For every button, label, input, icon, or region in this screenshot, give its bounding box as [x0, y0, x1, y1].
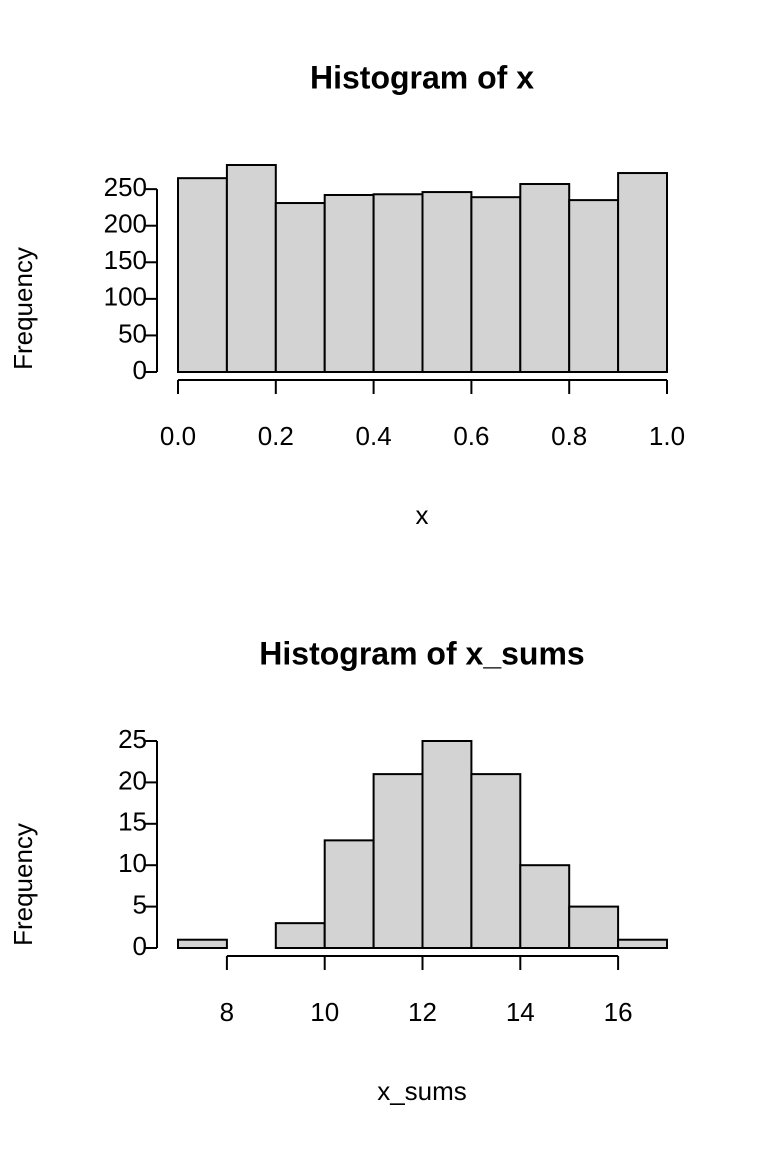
x-tick-label: 0.2	[258, 421, 294, 451]
bar	[617, 172, 668, 373]
bar	[274, 202, 326, 373]
bar	[372, 193, 424, 373]
y-tick-label: 150	[104, 245, 147, 275]
y-tick-label: 0	[133, 355, 147, 385]
bar	[470, 196, 522, 373]
bar	[421, 740, 473, 949]
bar	[323, 839, 375, 949]
bar	[177, 938, 228, 949]
y-tick-label: 250	[104, 172, 147, 202]
x-tick-label: 0.6	[453, 421, 489, 451]
y-tick-label: 15	[118, 807, 147, 837]
bar	[177, 177, 228, 373]
y-tick-label: 0	[133, 931, 147, 961]
x-tick-label: 0.4	[356, 421, 392, 451]
x-tick-label: 12	[408, 997, 437, 1027]
bar	[519, 864, 571, 950]
bar	[372, 773, 424, 949]
y-tick-label: 25	[118, 724, 147, 754]
bar	[519, 183, 571, 373]
bar	[421, 191, 473, 373]
chart-title: Histogram of x	[310, 59, 534, 95]
bar	[274, 922, 326, 949]
y-axis-label: Frequency	[8, 247, 38, 370]
bar	[470, 773, 522, 949]
x-tick-label: 0.8	[551, 421, 587, 451]
chart-title: Histogram of x_sums	[259, 635, 584, 671]
y-tick-label: 20	[118, 765, 147, 795]
bar	[323, 193, 375, 373]
x-tick-label: 8	[220, 997, 234, 1027]
x-tick-label: 0.0	[160, 421, 196, 451]
y-tick-label: 100	[104, 282, 147, 312]
bar	[617, 938, 668, 949]
bar	[225, 164, 277, 373]
y-tick-label: 5	[133, 889, 147, 919]
y-axis-label: Frequency	[8, 823, 38, 946]
x-tick-label: 10	[310, 997, 339, 1027]
bar	[568, 199, 620, 373]
y-tick-label: 50	[118, 318, 147, 348]
bar	[568, 905, 620, 949]
x-tick-label: 1.0	[649, 421, 685, 451]
x-tick-label: 14	[506, 997, 535, 1027]
x-tick-label: 16	[604, 997, 633, 1027]
y-tick-label: 10	[118, 848, 147, 878]
y-tick-label: 200	[104, 209, 147, 239]
x-axis-label: x_sums	[377, 1076, 467, 1106]
x-axis-label: x	[416, 500, 429, 530]
